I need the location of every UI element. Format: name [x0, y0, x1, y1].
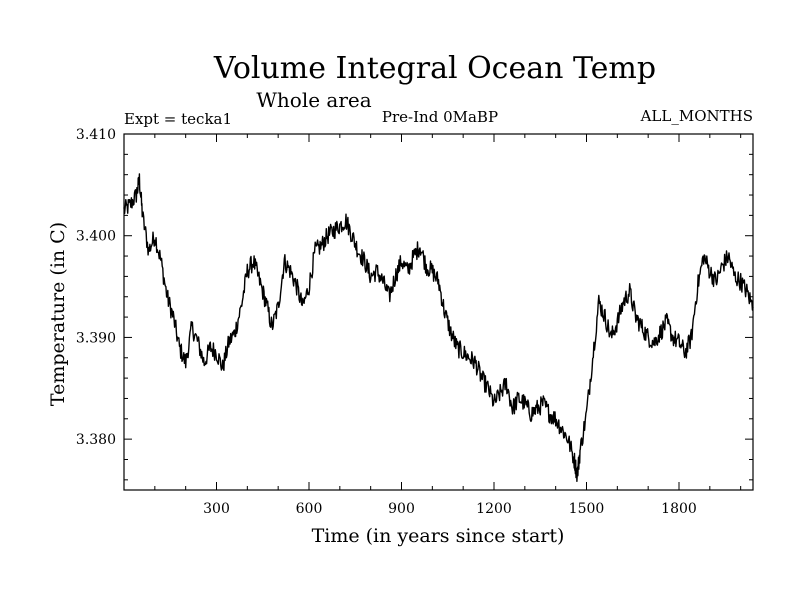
x-axis-label: Time (in years since start): [312, 525, 565, 547]
chart-subtitle: Whole area: [256, 88, 371, 112]
months-label: ALL_MONTHS: [640, 107, 753, 125]
chart-title: Volume Integral Ocean Temp: [213, 51, 656, 86]
series-layer: [123, 173, 754, 482]
experiment-label: Expt = tecka1: [124, 110, 232, 128]
plot-frame: [123, 133, 754, 491]
x-tick-label: 600: [296, 501, 323, 517]
x-tick-label: 900: [388, 501, 415, 517]
x-tick-label: 1800: [661, 501, 697, 517]
period-label: Pre-Ind 0MaBP: [382, 108, 498, 126]
y-tick-label: 3.380: [76, 432, 116, 448]
y-axis-label: Temperature (in C): [47, 222, 69, 406]
ticks-layer: 300 600 900 1200 1500 1800 3.380 3.390 3.400 3.41…: [76, 127, 753, 517]
y-tick-label: 3.390: [76, 330, 116, 346]
axes-layer: [123, 133, 754, 491]
series-line: [123, 173, 754, 482]
y-tick-label: 3.400: [76, 229, 116, 245]
x-tick-label: 1200: [476, 501, 512, 517]
x-tick-label: 300: [203, 501, 230, 517]
y-tick-label: 3.410: [76, 127, 116, 143]
x-tick-label: 1500: [569, 501, 605, 517]
